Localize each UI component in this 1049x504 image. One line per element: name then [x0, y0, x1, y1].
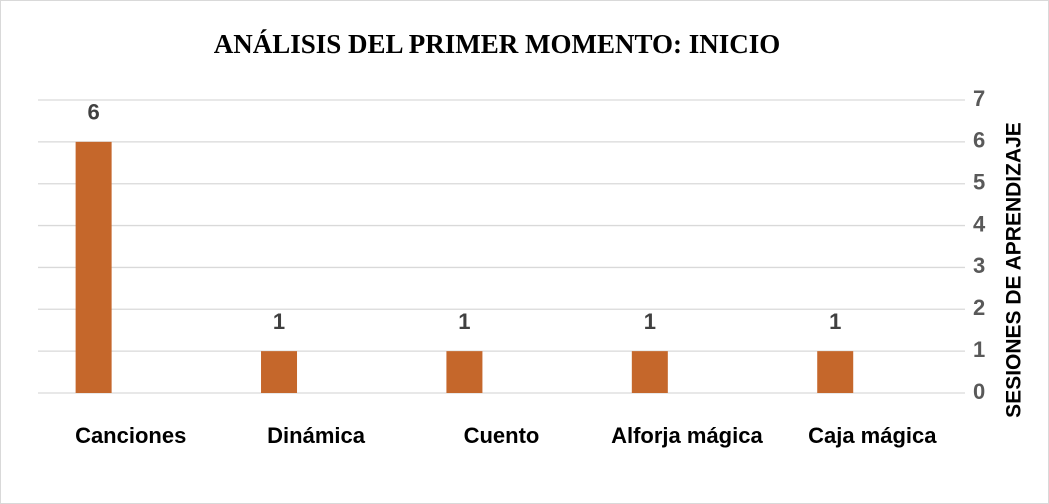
y-tick-label: 0: [973, 379, 985, 404]
x-tick-label: Canciones: [75, 423, 186, 448]
x-tick-label: Alforja mágica: [611, 423, 763, 448]
y-tick-label: 1: [973, 337, 985, 362]
y-axis-title: SESIONES DE APRENDIZAJE: [1003, 122, 1026, 418]
data-label: 1: [829, 309, 841, 334]
y-tick-label: 3: [973, 253, 985, 278]
bar: [446, 351, 483, 393]
bar: [261, 351, 298, 393]
y-tick-label: 5: [973, 170, 985, 195]
bar: [631, 351, 668, 393]
x-tick-label: Dinámica: [267, 423, 366, 448]
x-tick-label: Cuento: [464, 423, 540, 448]
y-tick-label: 6: [973, 128, 985, 153]
data-label: 1: [458, 309, 470, 334]
x-tick-label: Caja mágica: [808, 423, 937, 448]
data-label: 1: [644, 309, 656, 334]
chart-title: ANÁLISIS DEL PRIMER MOMENTO: INICIO: [214, 29, 781, 59]
data-label: 1: [273, 309, 285, 334]
bar: [817, 351, 854, 393]
y-tick-label: 2: [973, 295, 985, 320]
y-tick-label: 4: [973, 211, 986, 236]
data-label: 6: [87, 100, 99, 125]
bar: [75, 141, 112, 393]
y-tick-label: 7: [973, 86, 985, 111]
